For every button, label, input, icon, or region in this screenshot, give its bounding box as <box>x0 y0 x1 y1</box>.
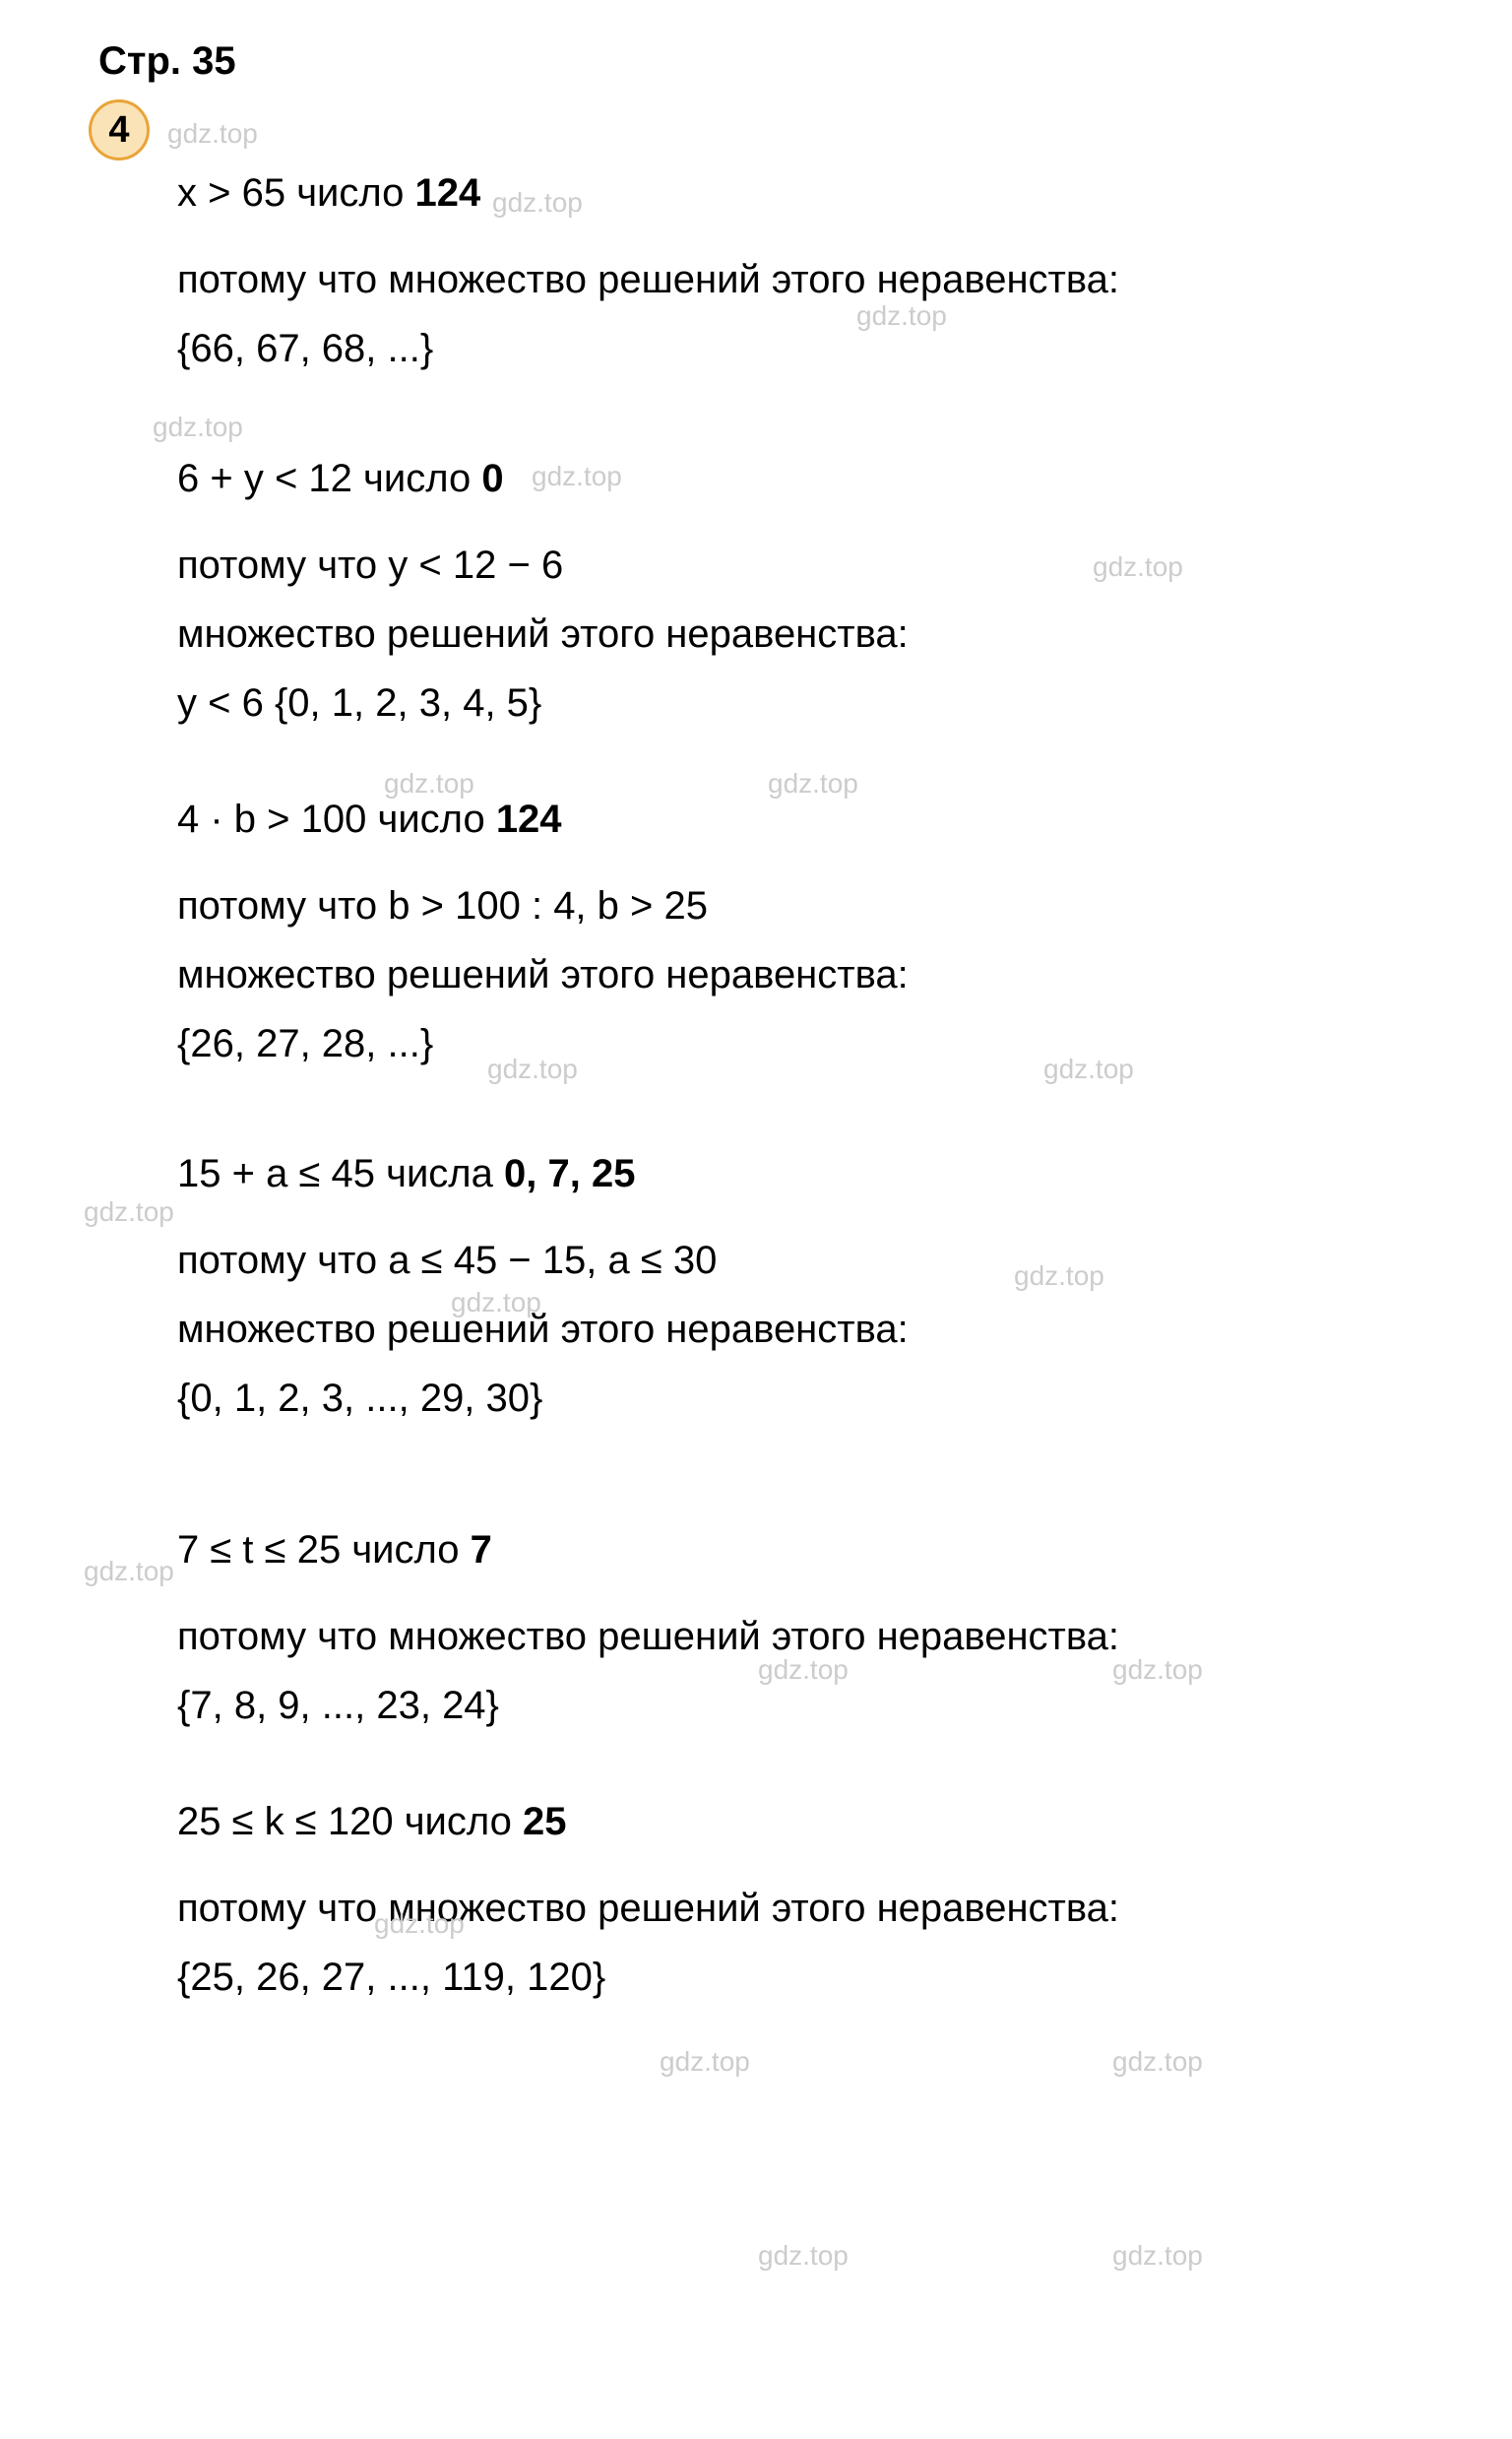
text-line: 6 + y < 12 число 0 <box>177 452 1423 505</box>
text-line: {25, 26, 27, ..., 119, 120} <box>177 1951 1423 2004</box>
expr: 4 · b > 100 число <box>177 798 496 841</box>
text-line: {0, 1, 2, 3, ..., 29, 30} <box>177 1372 1423 1425</box>
text-line: потому что множество решений этого нерав… <box>177 1610 1423 1663</box>
answer: 7 <box>471 1528 492 1572</box>
text-line: потому что b > 100 : 4, b > 25 <box>177 879 1423 932</box>
expr: x > 65 число <box>177 171 415 215</box>
text-line: множество решений этого неравенства: <box>177 948 1423 1001</box>
text-line: потому что y < 12 − 6 <box>177 539 1423 592</box>
answer: 25 <box>523 1800 567 1843</box>
watermark: gdz.top <box>1112 2046 1203 2078</box>
text-line: множество решений этого неравенства: <box>177 1303 1423 1356</box>
text-line: {66, 67, 68, ...} <box>177 322 1423 375</box>
text-line: потому что множество решений этого нерав… <box>177 253 1423 306</box>
text-line: x > 65 число 124 <box>177 166 1423 220</box>
expr: 15 + a ≤ 45 числа <box>177 1152 504 1195</box>
text-line: 4 · b > 100 число 124 <box>177 793 1423 846</box>
watermark: gdz.top <box>1112 2240 1203 2272</box>
watermark: gdz.top <box>167 118 258 150</box>
answer: 124 <box>496 798 562 841</box>
text-line: множество решений этого неравенства: <box>177 608 1423 661</box>
expr: 6 + y < 12 число <box>177 457 481 500</box>
answer: 0, 7, 25 <box>504 1152 635 1195</box>
text-line: 15 + a ≤ 45 числа 0, 7, 25 <box>177 1147 1423 1200</box>
answer: 124 <box>415 171 481 215</box>
text-line: y < 6 {0, 1, 2, 3, 4, 5} <box>177 676 1423 730</box>
expr: 25 ≤ k ≤ 120 число <box>177 1800 523 1843</box>
page-header: Стр. 35 <box>98 39 1423 84</box>
watermark: gdz.top <box>758 2240 849 2272</box>
answer: 0 <box>481 457 503 500</box>
text-line: потому что множество решений этого нерав… <box>177 1882 1423 1935</box>
text-line: потому что a ≤ 45 − 15, a ≤ 30 <box>177 1234 1423 1287</box>
text-line: {7, 8, 9, ..., 23, 24} <box>177 1679 1423 1732</box>
text-line: 7 ≤ t ≤ 25 число 7 <box>177 1523 1423 1576</box>
text-line: {26, 27, 28, ...} <box>177 1017 1423 1070</box>
watermark: gdz.top <box>660 2046 750 2078</box>
expr: 7 ≤ t ≤ 25 число <box>177 1528 471 1572</box>
problem-badge: 4 <box>89 99 150 160</box>
text-line: 25 ≤ k ≤ 120 число 25 <box>177 1795 1423 1848</box>
